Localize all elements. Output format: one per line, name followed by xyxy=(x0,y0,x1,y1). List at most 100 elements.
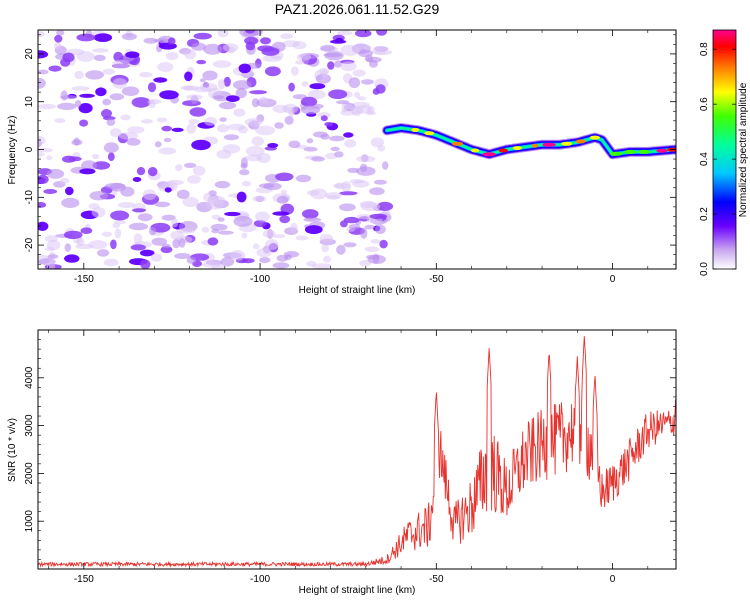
noise-blob xyxy=(382,161,389,170)
noise-blob xyxy=(184,71,193,82)
noise-blob xyxy=(81,160,97,171)
noise-blob xyxy=(244,36,259,45)
noise-blob xyxy=(92,153,100,160)
noise-blob xyxy=(64,243,72,252)
noise-blob xyxy=(220,256,235,267)
noise-blob xyxy=(73,137,80,146)
noise-blob xyxy=(356,155,376,163)
colorbar-tick-label: 0.8 xyxy=(699,42,710,56)
noise-blob xyxy=(372,45,387,56)
colorbar: 0.0 0.2 0.4 0.6 0.8 Normalized spectral ampl… xyxy=(699,29,749,276)
noise-blob xyxy=(141,119,153,124)
noise-blob xyxy=(341,102,348,113)
noise-blob xyxy=(295,174,312,183)
noise-blob xyxy=(321,244,329,253)
noise-blob xyxy=(56,30,65,36)
noise-blob xyxy=(340,44,360,56)
noise-blob xyxy=(93,54,106,62)
noise-blob xyxy=(343,132,354,138)
x-tick-label: 0 xyxy=(610,274,616,285)
noise-blob xyxy=(236,191,247,203)
noise-blob xyxy=(359,163,368,173)
signal-hotspot xyxy=(411,127,420,132)
noise-blob xyxy=(38,77,46,89)
noise-blob xyxy=(139,249,155,257)
noise-blob xyxy=(245,146,265,157)
noise-blob xyxy=(68,156,82,162)
noise-blob xyxy=(348,224,360,230)
noise-blob xyxy=(219,101,237,110)
noise-blob xyxy=(260,37,271,45)
snr-panel: -150 -100 -50 0 1000 2000 3000 4000 Height of s… xyxy=(7,329,677,596)
noise-blob xyxy=(280,189,287,195)
noise-blob xyxy=(237,126,248,134)
signal-hotspot xyxy=(512,146,522,151)
noise-blob xyxy=(147,82,157,93)
noise-blob xyxy=(131,97,151,108)
noise-blob xyxy=(74,70,84,80)
noise-blob xyxy=(74,100,82,108)
noise-blob xyxy=(78,103,93,114)
noise-blob xyxy=(340,61,357,72)
snr-ticks: -150 -100 -50 0 1000 2000 3000 4000 xyxy=(24,329,676,585)
noise-blob xyxy=(56,102,77,110)
noise-blob xyxy=(292,94,307,100)
noise-blob xyxy=(62,52,75,63)
noise-blob xyxy=(107,152,115,162)
noise-blob xyxy=(303,146,318,152)
noise-blob xyxy=(85,70,104,80)
noise-blob xyxy=(161,214,176,221)
noise-blob xyxy=(132,177,142,182)
noise-blob xyxy=(136,167,146,176)
signal-hotspot xyxy=(424,131,435,136)
noise-blob xyxy=(245,30,255,34)
colorbar-tick-label: 0.6 xyxy=(699,97,710,111)
noise-blob xyxy=(213,95,224,100)
noise-blob xyxy=(97,249,110,257)
noise-blob xyxy=(65,186,74,196)
x-tick-label: -150 xyxy=(74,274,94,285)
noise-blob xyxy=(370,137,385,148)
noise-blob xyxy=(336,244,346,255)
noise-blob xyxy=(148,99,156,109)
noise-blob xyxy=(54,118,66,124)
noise-blob xyxy=(103,258,119,267)
noise-blob xyxy=(262,229,276,238)
signal-hotspot xyxy=(471,148,480,153)
noise-blob xyxy=(325,192,342,199)
x-tick-label: -100 xyxy=(250,574,270,585)
noise-blob xyxy=(252,195,267,202)
noise-blob xyxy=(352,180,370,188)
noise-blob xyxy=(328,89,348,99)
noise-blob xyxy=(253,220,267,228)
noise-blob xyxy=(352,69,366,77)
noise-blob xyxy=(343,242,357,248)
noise-blob xyxy=(211,214,221,220)
noise-blob xyxy=(244,118,263,127)
noise-blob xyxy=(251,98,260,108)
noise-blob xyxy=(241,232,248,239)
noise-blob xyxy=(38,50,49,59)
noise-blob xyxy=(88,203,100,210)
noise-blob xyxy=(217,79,225,90)
noise-blob xyxy=(376,201,394,211)
noise-blob xyxy=(224,211,241,217)
noise-blob xyxy=(353,92,361,98)
noise-blob xyxy=(272,211,290,216)
noise-blob xyxy=(292,41,307,50)
noise-blob xyxy=(150,253,163,262)
noise-region xyxy=(38,30,394,269)
noise-blob xyxy=(193,32,212,40)
noise-blob xyxy=(92,161,111,170)
noise-blob xyxy=(335,37,344,43)
noise-blob xyxy=(333,182,350,190)
snr-xlabel: Height of straight line (km) xyxy=(299,585,416,596)
noise-blob xyxy=(232,80,252,90)
noise-blob xyxy=(272,104,290,113)
noise-blob xyxy=(38,103,56,110)
noise-blob xyxy=(283,251,300,258)
noise-blob xyxy=(379,239,388,249)
noise-blob xyxy=(110,210,130,221)
noise-blob xyxy=(360,227,368,239)
